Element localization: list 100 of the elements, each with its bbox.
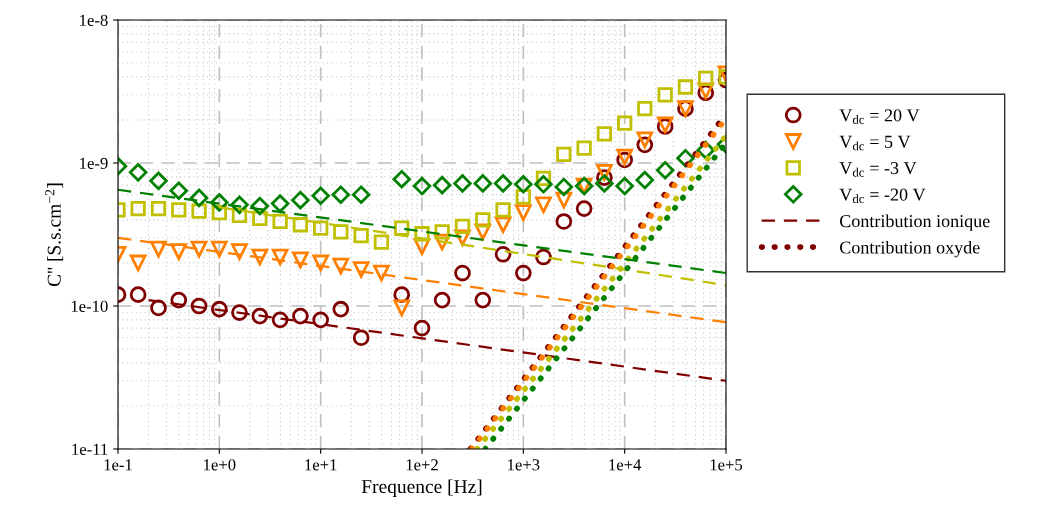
- point: [393, 299, 411, 317]
- point: [475, 212, 491, 228]
- legend-label: V$_{dc}$ = 5 V: [839, 135, 911, 151]
- point: [655, 160, 675, 180]
- point: [352, 261, 370, 278]
- point: [698, 70, 714, 87]
- point: [373, 264, 390, 282]
- point: [595, 174, 614, 193]
- point: [129, 254, 147, 272]
- point: [251, 307, 269, 325]
- point: [392, 169, 411, 189]
- point: [495, 202, 511, 218]
- y-tick-label: 1e-9: [80, 157, 108, 169]
- point: [170, 291, 188, 309]
- point: [271, 311, 289, 329]
- legend-label: V$_{dc}$ = -3 V: [839, 162, 917, 177]
- point: [556, 146, 572, 162]
- point: [332, 300, 350, 318]
- point: [617, 115, 633, 131]
- x-tick-label: 1e+1: [305, 459, 337, 471]
- x-axis-title: Frequence [Hz]: [361, 479, 482, 498]
- point: [454, 264, 471, 282]
- point: [331, 185, 351, 204]
- point: [474, 291, 492, 309]
- point: [150, 200, 167, 217]
- legend-label: Contribution ionique: [840, 214, 990, 231]
- x-tick-label: 1e+0: [204, 459, 236, 471]
- point: [353, 228, 369, 244]
- point: [211, 300, 228, 318]
- point: [534, 175, 553, 194]
- point: [637, 100, 653, 117]
- point: [373, 234, 390, 250]
- point: [189, 188, 209, 208]
- point: [272, 213, 288, 230]
- point: [434, 224, 450, 240]
- point: [128, 163, 148, 182]
- point: [351, 185, 371, 204]
- point: [333, 224, 349, 240]
- point: [170, 243, 188, 260]
- point: [190, 240, 209, 260]
- point: [432, 175, 452, 195]
- point: [352, 329, 370, 347]
- point: [576, 140, 592, 156]
- point: [514, 175, 533, 194]
- point: [312, 254, 329, 272]
- point: [313, 220, 329, 236]
- point: [657, 87, 673, 103]
- point: [311, 186, 330, 206]
- point: [596, 126, 613, 142]
- point: [129, 286, 147, 304]
- point: [271, 248, 289, 266]
- x-tick-label: 1e+5: [710, 459, 743, 471]
- point: [169, 181, 189, 200]
- point: [210, 193, 229, 212]
- point: [270, 194, 290, 213]
- point: [312, 311, 329, 329]
- point: [515, 264, 532, 282]
- point: [331, 257, 350, 277]
- point: [190, 297, 208, 315]
- x-tick-label: 1e+4: [609, 459, 642, 471]
- point: [171, 202, 187, 218]
- point: [453, 174, 472, 193]
- point: [292, 307, 309, 325]
- point: [292, 251, 309, 269]
- point: [535, 196, 552, 214]
- point: [677, 79, 694, 95]
- x-tick-label: 1e+3: [508, 459, 540, 471]
- point: [291, 190, 310, 210]
- point: [575, 200, 593, 217]
- point: [635, 170, 655, 190]
- point: [493, 174, 513, 193]
- point: [473, 174, 493, 193]
- point: [412, 176, 432, 196]
- y-axis-title: C'' [S.s.cm$^{−2}$]: [45, 183, 64, 287]
- point: [149, 171, 168, 191]
- legend-label: V$_{dc}$ = -20 V: [839, 188, 926, 204]
- point: [210, 240, 229, 260]
- y-tick-label: 1e-11: [72, 443, 108, 455]
- point: [615, 176, 634, 196]
- point: [230, 195, 249, 215]
- x-tick-label: 1e+2: [406, 459, 438, 471]
- point: [149, 240, 168, 260]
- y-tick-label: 1e-10: [71, 300, 108, 312]
- x-tick-label: 1e-1: [104, 459, 132, 471]
- point: [555, 213, 573, 230]
- point: [130, 200, 146, 217]
- point: [413, 319, 431, 337]
- point: [433, 291, 451, 309]
- point: [394, 220, 410, 236]
- point: [554, 177, 574, 197]
- point: [250, 196, 270, 216]
- point: [231, 304, 248, 321]
- point: [636, 131, 654, 149]
- legend-label: V$_{dc}$ = 20 V: [839, 109, 920, 124]
- point: [515, 204, 532, 221]
- point: [454, 218, 471, 235]
- point: [150, 299, 167, 317]
- y-tick-label: 1e-8: [80, 14, 108, 26]
- point: [231, 243, 248, 260]
- point: [494, 245, 512, 263]
